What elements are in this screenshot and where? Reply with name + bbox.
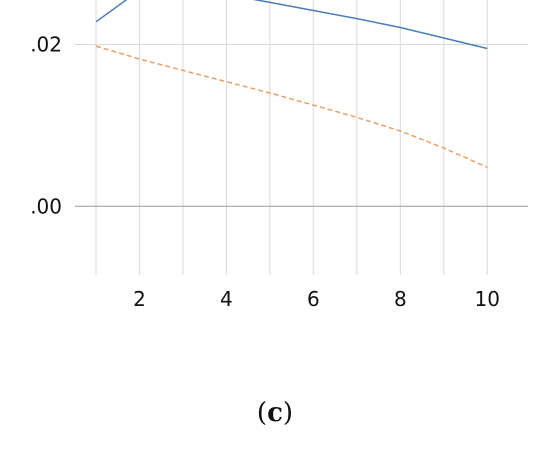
panel-label-close: ) (282, 398, 294, 428)
x-tick-label-4: 4 (220, 287, 233, 311)
series-line-1 (95, 0, 488, 50)
chart-series (95, 0, 488, 169)
panel-label: (c) (0, 398, 550, 428)
panel-label-letter: c (267, 398, 283, 428)
y-tick-label-p00: .00 (30, 194, 62, 218)
chart-grid (75, 0, 528, 275)
x-tick-label-6: 6 (307, 287, 320, 311)
x-tick-label-10: 10 (475, 287, 500, 311)
series-line-3 (95, 45, 488, 169)
x-tick-label-8: 8 (394, 287, 407, 311)
y-tick-label-p02: .02 (30, 32, 62, 56)
chart-tick-labels: 2 4 6 8 10 .00 .02 (30, 32, 500, 311)
x-tick-label-2: 2 (133, 287, 146, 311)
panel-label-open: ( (256, 398, 268, 428)
